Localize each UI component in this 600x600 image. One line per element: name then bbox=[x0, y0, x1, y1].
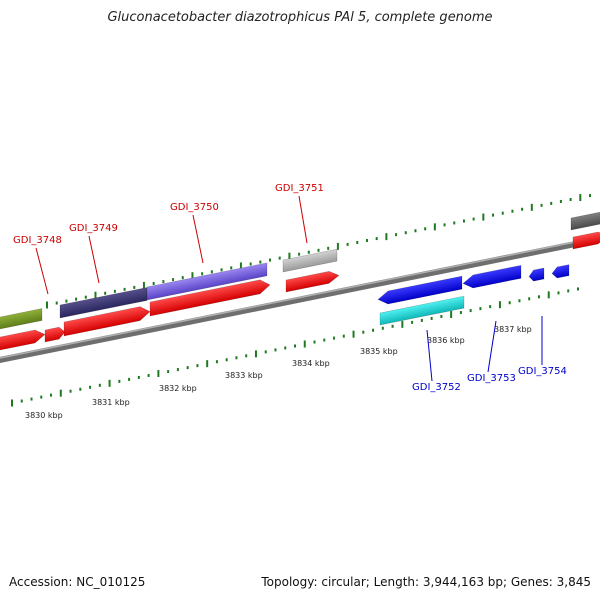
gene-label: GDI_3750 bbox=[170, 202, 219, 213]
gene-leader-line bbox=[192, 214, 204, 264]
cds-arrow-shape bbox=[285, 271, 340, 293]
cds-arrow-reverse-shape bbox=[377, 275, 463, 305]
genome-backbone bbox=[0, 235, 600, 364]
gene-label: GDI_3753 bbox=[467, 373, 516, 384]
kbp-label: 3833 kbp bbox=[225, 371, 263, 380]
kbp-label: 3837 kbp bbox=[494, 325, 532, 334]
cds-arrow-reverse bbox=[462, 264, 522, 289]
feature-block-purple-shape bbox=[146, 262, 268, 301]
kbp-scale: 3830 kbp 3831 kbp 3832 kbp 3833 kbp 3834 kbp… bbox=[25, 325, 532, 420]
gene-label: GDI_3749 bbox=[69, 223, 118, 234]
feature-block-dark-shape bbox=[570, 210, 600, 231]
kbp-label: 3836 kbp bbox=[427, 336, 465, 345]
feature-block-navy-shape bbox=[59, 287, 148, 319]
cds-arrow-reverse bbox=[377, 275, 463, 305]
cds-arrow-shape bbox=[63, 306, 151, 337]
cds-arrow bbox=[63, 306, 151, 337]
gene-label: GDI_3752 bbox=[412, 382, 461, 393]
cds-arrow-reverse bbox=[528, 267, 545, 282]
feature-block-cyan-shape bbox=[379, 295, 465, 326]
feature-block-purple bbox=[146, 262, 268, 301]
kbp-label: 3830 kbp bbox=[25, 411, 63, 420]
cds-arrow bbox=[149, 279, 271, 317]
feature-block-gray bbox=[282, 248, 338, 273]
feature-block-gray-shape bbox=[282, 248, 338, 273]
gene-leader-line bbox=[298, 195, 308, 244]
cds-arrow bbox=[0, 329, 46, 352]
genome-stats-text: Topology: circular; Length: 3,944,163 bp… bbox=[261, 575, 591, 589]
gene-label: GDI_3751 bbox=[275, 183, 324, 194]
cds-arrow-reverse-shape bbox=[528, 267, 545, 282]
cds-arrow-shape bbox=[149, 279, 271, 317]
cds-arrow-reverse bbox=[551, 264, 570, 279]
kbp-label: 3832 kbp bbox=[159, 384, 197, 393]
feature-block-olive-shape bbox=[0, 308, 43, 331]
gene-labels: GDI_3748 GDI_3749 GDI_3750 GDI_3751 GDI_3752… bbox=[13, 183, 567, 393]
kbp-label: 3834 kbp bbox=[292, 359, 330, 368]
gene-leader-line bbox=[88, 235, 100, 284]
accession-text: Accession: NC_010125 bbox=[9, 575, 146, 589]
cds-arrow bbox=[44, 326, 66, 343]
gene-label: GDI_3754 bbox=[518, 366, 567, 377]
kbp-label: 3835 kbp bbox=[360, 347, 398, 356]
gene-leader-line bbox=[426, 329, 433, 382]
gene-leader-line bbox=[487, 320, 497, 373]
map-title: Gluconacetobacter diazotrophicus PAl 5, … bbox=[107, 10, 493, 25]
cds-arrow bbox=[285, 271, 340, 293]
gene-leader-line bbox=[35, 247, 49, 295]
feature-block-navy bbox=[59, 287, 148, 319]
cds-arrow bbox=[572, 231, 600, 250]
feature-block-olive bbox=[0, 308, 43, 331]
feature-block-cyan bbox=[379, 295, 465, 326]
kbp-label: 3831 kbp bbox=[92, 398, 130, 407]
inner-tick-track bbox=[11, 287, 579, 407]
cds-arrow-reverse-shape bbox=[462, 264, 522, 289]
cds-arrow-reverse-shape bbox=[551, 264, 570, 279]
feature-block-dark bbox=[570, 210, 600, 231]
gene-label: GDI_3748 bbox=[13, 235, 62, 246]
cds-arrow-shape bbox=[572, 231, 600, 250]
feature-track bbox=[0, 210, 600, 352]
cds-arrow-shape bbox=[0, 329, 46, 352]
cds-arrow-shape bbox=[44, 326, 66, 343]
